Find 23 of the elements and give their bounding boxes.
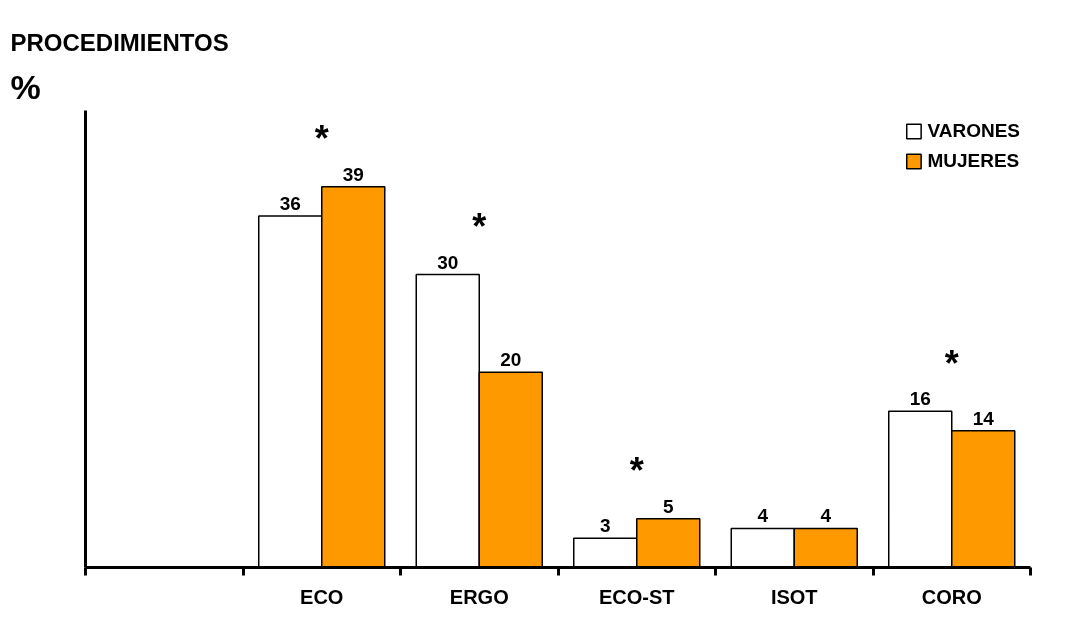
data-label: 14 [972,407,995,429]
data-label: 4 [820,505,832,527]
data-label: 36 [279,192,301,214]
annotation: * [629,450,644,492]
data-label: 16 [909,388,931,410]
chart-title: PROCEDIMIENTOS [10,28,229,56]
x-tick-label: ISOT [770,585,818,608]
x-tick-label: ECO-ST [598,585,675,608]
data-label: 20 [500,349,522,371]
annotation: * [472,206,487,248]
legend-label: VARONES [927,120,1020,142]
data-label: 4 [757,505,769,527]
annotation: * [314,118,329,160]
data-label: 30 [437,251,459,273]
x-tick-label: ERGO [449,585,509,608]
data-label: 3 [599,515,611,537]
x-tick-label: CORO [921,585,982,608]
legend-label: MUJERES [927,150,1020,172]
x-tick-label: ECO [300,585,344,608]
y-axis-title: % [10,67,41,106]
data-label: 39 [342,163,364,185]
data-label: 5 [662,495,674,517]
annotation: * [944,342,959,384]
